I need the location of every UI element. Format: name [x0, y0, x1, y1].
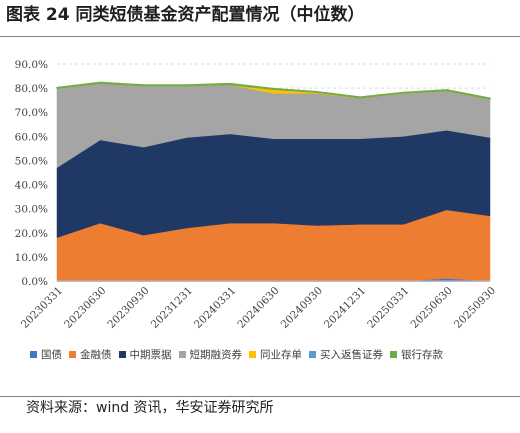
legend-swatch	[118, 350, 126, 358]
legend-label: 同业存单	[260, 348, 302, 361]
x-tick-label: 20241231	[322, 285, 368, 331]
legend-item: 金融债	[69, 347, 112, 362]
legend-swatch	[30, 350, 37, 358]
legend-swatch	[69, 350, 76, 358]
y-tick-label: 70.0%	[15, 107, 48, 119]
legend-swatch	[249, 350, 256, 358]
y-tick-label: 10.0%	[15, 252, 48, 264]
x-tick-label: 20230630	[62, 285, 108, 331]
legend-item: 买入返售证券	[309, 347, 383, 362]
y-tick-label: 30.0%	[15, 204, 48, 216]
y-tick-label: 50.0%	[15, 155, 48, 167]
legend-label: 金融债	[80, 348, 112, 361]
legend-label: 国债	[41, 348, 62, 361]
legend-label: 中期票据	[129, 348, 172, 361]
legend-item: 同业存单	[249, 347, 302, 362]
y-tick-label: 60.0%	[15, 131, 48, 143]
x-tick-label: 20250630	[409, 285, 455, 331]
legend-item: 国债	[30, 347, 62, 362]
legend-item: 银行存款	[390, 347, 443, 362]
legend-item: 短期融资券	[178, 347, 243, 362]
x-tick-labels: 2023033120230630202309302023123120240331…	[19, 285, 498, 331]
legend-swatch	[178, 350, 186, 358]
area-series	[56, 81, 491, 282]
x-tick-label: 20230930	[105, 285, 151, 331]
legend-swatch	[309, 350, 316, 358]
legend-swatch	[390, 350, 397, 358]
x-tick-label: 20240630	[235, 285, 281, 331]
area-银行存款	[56, 81, 491, 100]
legend-label: 短期融资券	[189, 348, 243, 361]
cutoff-text	[0, 423, 520, 433]
chart-title: 图表 24 同类短债基金资产配置情况（中位数）	[6, 5, 365, 25]
top-divider	[0, 36, 520, 37]
y-tick-label: 80.0%	[15, 83, 48, 95]
y-tick-label: 0.0%	[21, 276, 48, 288]
legend-label: 银行存款	[401, 348, 443, 361]
y-tick-label: 20.0%	[15, 228, 48, 240]
x-tick-label: 20230331	[19, 285, 65, 331]
legend-label: 买入返售证券	[320, 348, 383, 361]
bottom-divider	[0, 396, 520, 397]
stacked-area-chart: 0.0% 10.0% 20.0% 30.0% 40.0% 50.0% 60.0% 70.0% 8…	[15, 59, 498, 331]
y-tick-label: 90.0%	[15, 59, 48, 71]
x-tick-label: 20240331	[192, 285, 238, 331]
x-tick-label: 20231231	[149, 285, 195, 331]
x-tick-label: 20250331	[365, 285, 411, 331]
source-note: 资料来源：wind 资讯，华安证券研究所	[26, 400, 274, 416]
x-tick-label: 20250930	[452, 285, 498, 331]
y-tick-labels: 0.0% 10.0% 20.0% 30.0% 40.0% 50.0% 60.0% 70.0% 8…	[15, 59, 48, 288]
legend-item: 中期票据	[118, 347, 172, 362]
x-tick-label: 20240930	[279, 285, 325, 331]
chart-legend: 国债 金融债 中期票据 短期融资券 同业存单 买入返售证券 银行存款	[30, 345, 450, 363]
y-tick-label: 40.0%	[15, 180, 48, 192]
